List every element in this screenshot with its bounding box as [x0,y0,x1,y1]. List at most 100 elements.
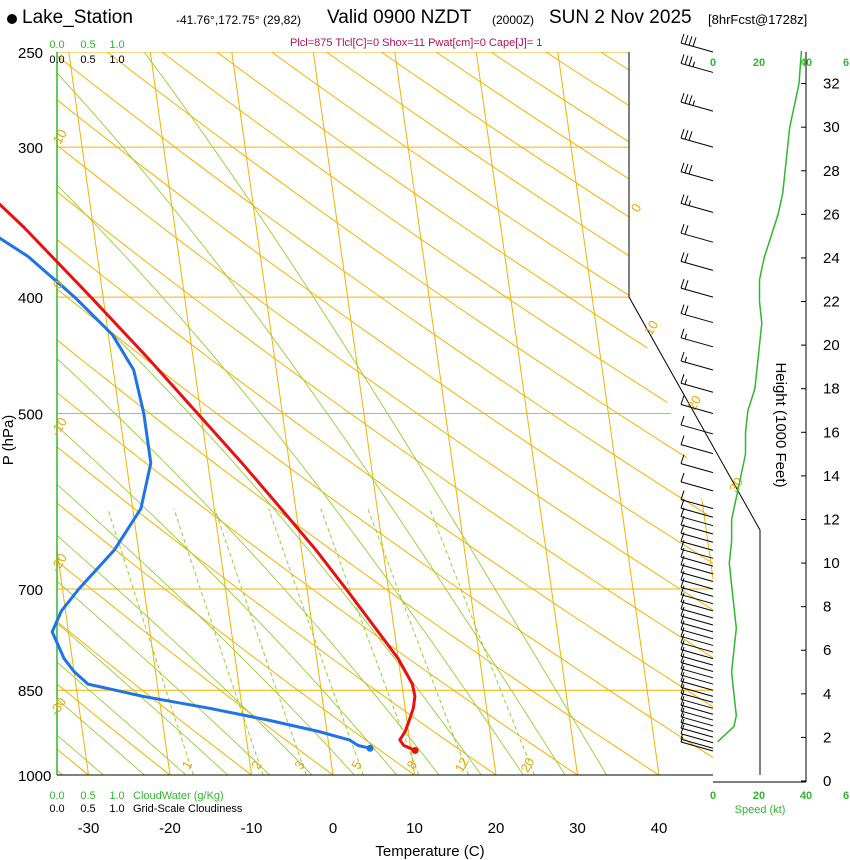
dry-adiabat-line [57,52,713,775]
mixing-ratio-line [107,508,194,775]
wind-barb [680,713,714,732]
wind-barb [680,490,714,510]
dry-adiabat-line [57,52,534,775]
wind-barb [680,395,714,414]
dry-adiabat-line [57,52,451,775]
pressure-tick-label: 250 [18,45,43,62]
cloud-scale-bottom-black: 0.5 [80,803,95,815]
wind-barb [680,128,714,148]
mixing-ratio-line [367,508,470,775]
mixing-ratio-label: 8 [404,758,421,772]
cloud-scale-top-green: 0.5 [80,39,95,51]
height-tick-label: 30 [823,119,840,136]
wind-barb [680,620,714,640]
temperature-tick-label: 30 [569,820,586,837]
dry-adiabat-line [57,52,713,775]
temperature-tick-label: -30 [78,820,100,837]
speed-top-extra-tick: 6 [843,57,849,69]
speed-bottom-tick: 40 [800,790,812,802]
valid-date: SUN 2 Nov 2025 [549,7,692,28]
wind-barb [680,563,714,582]
cloud-scale-bottom-green: 1.0 [109,790,124,802]
wind-barb [680,507,714,527]
cloud-scale-bottom-black: 0.0 [49,803,64,815]
dry-adiabat-line [269,52,713,775]
isotherm-line [0,0,11,800]
height-tick-label: 16 [823,424,840,441]
wind-barb [680,435,714,455]
dry-adiabat-line [57,52,369,775]
height-axis-title: Height (1000 Feet) [772,362,789,487]
wind-barb [680,734,714,749]
height-tick-label: 32 [823,76,840,93]
moist-adiabat-line [57,52,460,775]
pressure-tick-label: 850 [18,683,43,700]
cloud-scale-top-green: 0.0 [49,39,64,51]
wind-barb [680,194,714,213]
mixing-ratio-line [214,508,307,775]
temperature-tick-label: 20 [488,820,505,837]
cloud-scale-top-black: 1.0 [109,54,124,66]
wind-barb [680,278,714,298]
speed-bottom-extra-tick: 6 [843,790,849,802]
height-tick-label: 2 [823,729,831,746]
moist-adiabat-line [57,52,378,775]
wind-barb [680,252,714,271]
header: Lake_Station -41.76°,172.75° (29,82) Val… [0,0,850,38]
wind-barb [680,472,714,492]
isotherm-line [57,52,175,775]
speed-bottom-tick: 0 [710,790,716,802]
wind-barb [680,606,714,626]
height-tick-label: 20 [823,337,840,354]
temperature-tick-label: 10 [406,820,423,837]
mixing-ratio-line [173,508,264,775]
upper-temp-label: 20 [684,393,704,413]
plot-area [0,0,713,800]
dry-adiabat-line [320,52,713,775]
dry-adiabat-line [57,52,713,775]
dry-adiabat-line [57,52,699,775]
dry-adiabat-line [114,52,713,775]
height-tick-label: 12 [823,511,840,528]
speed-top-tick: 40 [800,57,812,69]
temperature-curve [0,202,417,752]
height-tick-label: 4 [823,686,831,703]
wind-barb [680,162,714,182]
height-tick-label: 28 [823,163,840,180]
speed-bottom-tick: 20 [753,790,765,802]
wind-barb [680,696,714,715]
cloud-scale-top-green: 1.0 [109,39,124,51]
wind-barb [680,678,714,697]
wind-barb [680,328,714,348]
wind-barb [680,92,714,112]
wind-barb [680,33,714,53]
isotherm-label: 10 [50,126,70,146]
wind-barb [680,524,714,543]
wind-barb [680,613,714,633]
mixing-ratio-label: 12 [452,755,472,775]
wind-barb [680,54,714,73]
x-axis-title: Temperature (C) [375,843,484,860]
dry-adiabat-line [63,52,713,775]
wind-barb [680,640,714,660]
isotherm-line [377,52,501,775]
pressure-tick-label: 1000 [18,768,51,785]
wind-barb [680,578,714,597]
isotherm-label: -20 [48,551,70,575]
dry-adiabat-line [57,52,713,775]
cloud-scale-bottom-black: 1.0 [109,803,124,815]
wind-barb [680,690,714,709]
pressure-tick-label: 500 [18,407,43,424]
dewpoint-curve [0,236,371,750]
station-coords: -41.76°,172.75° (29,82) [176,13,302,27]
cloudiness-label: Grid-Scale Cloudiness [133,803,243,815]
temperature-tick-label: 40 [651,820,668,837]
dewpoint-surface-dot [366,744,374,752]
moist-adiabat-line [57,52,297,775]
isotherm-line [57,52,93,775]
wind-barb [680,701,714,721]
moist-adiabat-line [57,52,582,775]
wind-barb [680,659,714,679]
dry-adiabat-line [57,52,203,775]
